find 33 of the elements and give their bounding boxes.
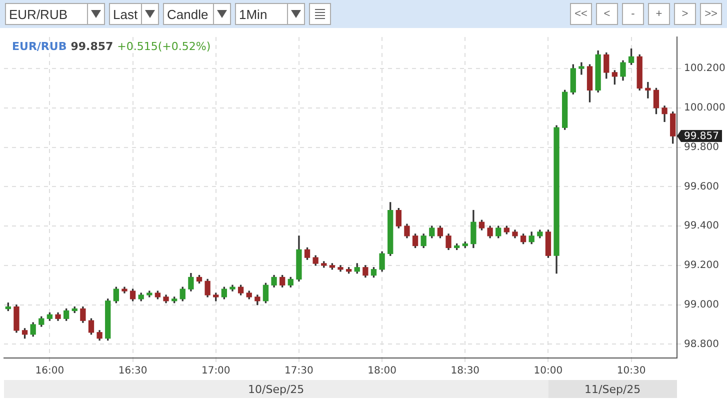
x-tick-label: 17:00 xyxy=(201,366,230,377)
text: >> xyxy=(700,3,722,25)
y-tick-label: 100.000 xyxy=(684,102,726,114)
x-tick-label: 16:30 xyxy=(118,366,148,377)
text: Last xyxy=(112,6,138,22)
y-tick-label: 99.800 xyxy=(684,142,719,153)
annotation: +0.515(+0.52%) xyxy=(117,40,211,53)
y-tick-label: 99.400 xyxy=(684,220,719,232)
chart-title: EUR/RUB xyxy=(12,40,67,53)
candlestick xyxy=(645,82,651,98)
text: EUR/RUB xyxy=(8,6,68,22)
x-tick-label: 10:00 xyxy=(534,366,563,377)
text: < xyxy=(596,3,618,25)
x-tick-label: 10:30 xyxy=(616,366,646,377)
text: 11/Sep/25 xyxy=(584,382,641,396)
text: << xyxy=(570,3,592,25)
text: + xyxy=(648,3,670,25)
y-tick-label: 99.000 xyxy=(684,299,719,310)
x-tick-label: 16:00 xyxy=(35,366,64,377)
y-tick-label: 99.200 xyxy=(684,260,719,272)
text: 99.857 xyxy=(684,131,719,142)
text: - xyxy=(622,3,644,25)
x-tick-label: 18:00 xyxy=(368,366,396,377)
x-tick-label: 17:30 xyxy=(284,366,314,377)
x-tick-label: 18:30 xyxy=(450,366,480,377)
text: 1Min xyxy=(238,6,268,22)
y-tick-label: 99.600 xyxy=(684,181,719,192)
text: 10/Sep/25 xyxy=(248,382,304,396)
text: Candle xyxy=(166,6,208,22)
text: > xyxy=(674,3,696,25)
chart-subtitle: 99.857 xyxy=(70,40,114,53)
y-tick-label: 100.200 xyxy=(684,63,726,74)
y-tick-label: 98.800 xyxy=(684,338,719,350)
